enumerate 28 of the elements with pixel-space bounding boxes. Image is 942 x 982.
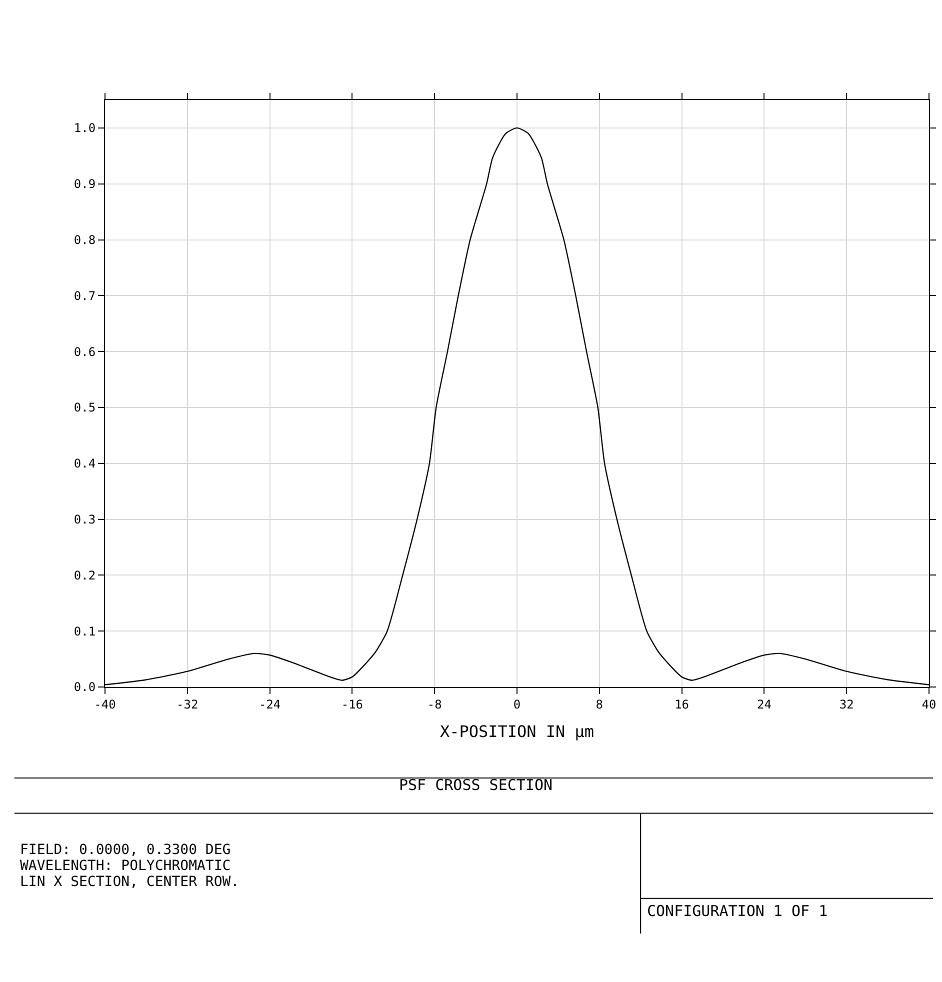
text: WAVELENGTH: POLYCHROMATIC bbox=[20, 858, 231, 874]
x-tick-label: -16 bbox=[341, 697, 364, 712]
y-tick-label: 0.3 bbox=[74, 512, 96, 526]
x-tick-label: 8 bbox=[596, 697, 604, 712]
x-tick-label: 32 bbox=[839, 697, 854, 712]
y-tick-label: 0.6 bbox=[74, 344, 96, 359]
x-tick-label: -24 bbox=[258, 697, 281, 712]
y-tick-label: 0.1 bbox=[74, 624, 96, 638]
x-tick-label: 16 bbox=[674, 697, 690, 712]
text: PSF CROSS SECTION bbox=[399, 776, 553, 794]
x-axis-title: X-POSITION IN μm bbox=[440, 722, 594, 742]
x-tick-label: -8 bbox=[427, 697, 442, 712]
y-tick-label: 0.9 bbox=[74, 177, 96, 192]
x-tick-label: 0 bbox=[513, 697, 521, 712]
x-tick-label: 24 bbox=[756, 697, 772, 712]
y-tick-label: 0.7 bbox=[74, 288, 96, 303]
x-tick-label: -40 bbox=[94, 697, 116, 712]
y-tick-label: 0.0 bbox=[74, 680, 96, 694]
text: FIELD: 0.0000, 0.3300 DEG bbox=[20, 842, 231, 858]
y-tick-label: 1.0 bbox=[74, 121, 96, 136]
y-tick-label: 0.2 bbox=[74, 568, 96, 582]
x-tick-label: -32 bbox=[176, 697, 198, 712]
y-tick-label: 0.8 bbox=[74, 232, 96, 247]
y-tick-label: 0.4 bbox=[74, 456, 96, 471]
text: CONFIGURATION 1 OF 1 bbox=[647, 902, 828, 920]
y-tick-label: 0.5 bbox=[74, 400, 96, 415]
x-tick-label: 40 bbox=[922, 697, 936, 712]
text: LIN X SECTION, CENTER ROW. bbox=[20, 874, 240, 890]
